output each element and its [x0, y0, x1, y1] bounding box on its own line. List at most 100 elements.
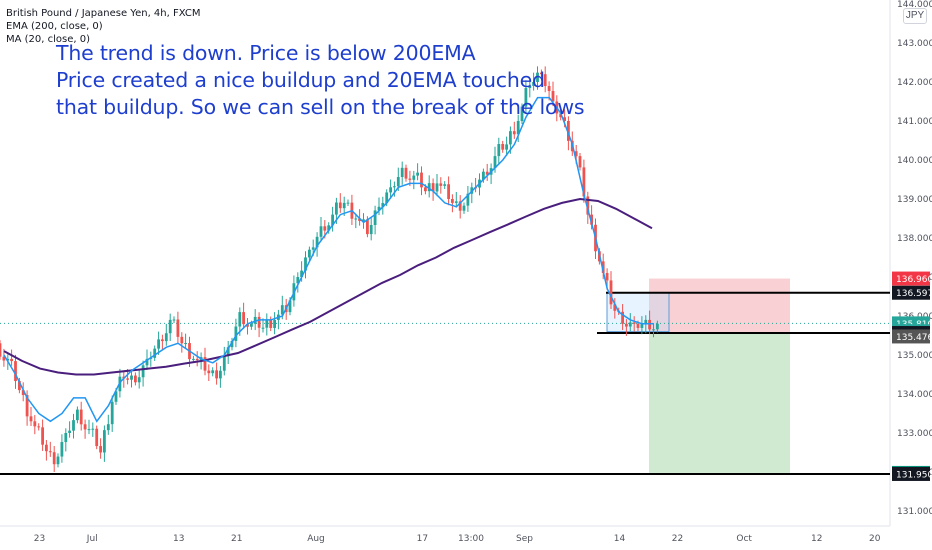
candle-body — [632, 322, 636, 324]
candle-body — [18, 381, 21, 391]
candle-body — [547, 86, 551, 92]
candle-body — [164, 333, 168, 342]
candle-body — [536, 72, 539, 82]
candle-body — [145, 358, 149, 366]
candle-body — [582, 167, 586, 197]
candle-body — [83, 424, 87, 430]
candle-body — [563, 117, 566, 121]
candle-body — [366, 219, 369, 235]
candle-body — [393, 186, 396, 188]
candle-body — [625, 323, 628, 327]
candle-body — [29, 416, 33, 422]
candle-body — [234, 326, 238, 341]
x-tick-label: 13 — [173, 534, 184, 544]
candle-body — [628, 322, 632, 327]
x-tick-label: Sep — [516, 534, 533, 544]
candle-body — [424, 187, 427, 192]
ema200-legend[interactable]: EMA (200, close, 0) — [6, 21, 103, 32]
candle-body — [33, 421, 37, 427]
candle-body — [389, 187, 392, 193]
candle-body — [501, 144, 505, 150]
chart-legend: British Pound / Japanese Yen, 4h, FXCM E… — [6, 7, 200, 46]
x-tick-label: Jul — [86, 534, 98, 544]
symbol-label[interactable]: British Pound / Japanese Yen, 4h, FXCM — [6, 8, 201, 19]
candle-body — [76, 409, 79, 421]
candle-body — [141, 365, 145, 378]
candle-body — [304, 257, 307, 271]
candle-body — [586, 196, 590, 215]
candle-body — [60, 442, 64, 457]
candle-body — [288, 300, 292, 313]
candle-body — [451, 199, 454, 203]
y-tick-label: 143.000 — [897, 39, 932, 49]
candle-body — [168, 319, 172, 334]
candle-body — [420, 172, 423, 188]
candle-body — [485, 171, 489, 175]
candle-body — [509, 131, 512, 145]
candle-body — [79, 409, 83, 425]
candle-body — [412, 175, 416, 180]
y-tick-label: 139.000 — [897, 195, 932, 205]
candle-body — [528, 85, 532, 89]
candle-body — [2, 356, 6, 361]
candle-body — [172, 319, 176, 321]
candle-body — [207, 370, 211, 374]
candle-body — [203, 357, 207, 371]
candle-body — [354, 218, 358, 220]
candle-body — [458, 201, 462, 211]
candle-body — [180, 336, 184, 344]
candle-body — [25, 395, 29, 417]
candle-body — [656, 323, 659, 330]
price-axis-badge — [892, 271, 930, 286]
candle-body — [48, 451, 52, 453]
candle-body — [342, 202, 346, 209]
candle-body — [613, 304, 617, 311]
candle-body — [261, 327, 265, 329]
x-tick-label: 14 — [614, 534, 626, 544]
currency-badge[interactable]: JPY — [903, 8, 927, 24]
candle-body — [335, 202, 338, 215]
candle-body — [512, 131, 516, 135]
x-tick-label: 12 — [811, 534, 822, 544]
candle-body — [427, 183, 431, 192]
candle-body — [323, 226, 327, 231]
candle-body — [157, 339, 160, 349]
candle-body — [454, 201, 458, 203]
candle-body — [296, 277, 300, 284]
candle-body — [482, 171, 485, 180]
candle-body — [14, 361, 17, 382]
candle-body — [219, 370, 222, 379]
price-axis-badge-text: 136.597 — [896, 289, 932, 299]
ma20-legend[interactable]: MA (20, close, 0) — [6, 34, 91, 45]
candle-body — [574, 151, 578, 157]
candle-body — [91, 428, 95, 430]
x-tick-label: Aug — [307, 534, 325, 544]
candle-body — [64, 433, 68, 443]
candle-body — [551, 91, 555, 102]
candle-body — [462, 205, 466, 211]
price-axis-badge-text: 131.950 — [896, 470, 932, 480]
candle-body — [68, 430, 71, 433]
stop-loss-zone — [649, 278, 790, 334]
candle-body — [265, 319, 269, 328]
candle-body — [447, 184, 450, 199]
candle-body — [532, 82, 535, 86]
candle-body — [10, 358, 13, 362]
candle-body — [280, 305, 284, 315]
x-tick-label: Oct — [736, 534, 752, 544]
trade-annotation: The trend is down. Price is below 200EMA… — [56, 40, 585, 121]
candle-body — [497, 144, 501, 157]
candle-body — [242, 312, 245, 325]
candle-body — [609, 280, 613, 305]
x-tick-label: 22 — [672, 534, 683, 544]
x-tick-label: 13:00 — [458, 534, 484, 544]
candle-body — [253, 316, 257, 324]
candle-body — [134, 375, 137, 383]
candle-body — [640, 323, 644, 328]
candle-body — [381, 203, 385, 207]
candle-body — [45, 444, 48, 452]
candle-body — [319, 226, 323, 237]
candle-body — [369, 225, 373, 235]
candle-body — [114, 391, 118, 402]
